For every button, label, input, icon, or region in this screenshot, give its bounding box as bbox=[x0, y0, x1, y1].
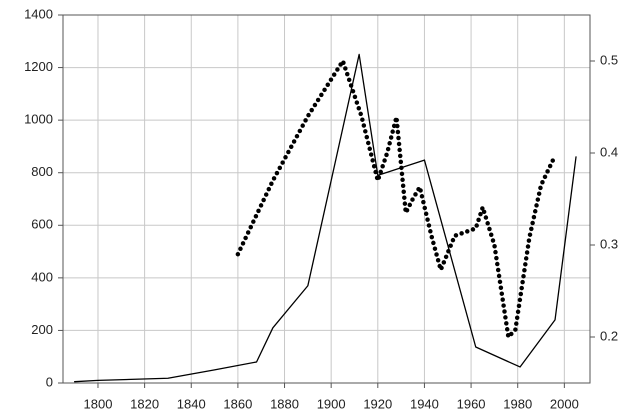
plot-frame bbox=[62, 14, 591, 384]
y2-tick-label: 0.4 bbox=[600, 144, 618, 159]
y-tick-label: 400 bbox=[31, 269, 53, 284]
y-tick-label: 1400 bbox=[24, 6, 53, 21]
x-tick-label: 1800 bbox=[84, 396, 113, 411]
y-tick-label: 0 bbox=[46, 374, 53, 389]
data-line bbox=[74, 53, 577, 383]
x-tick-label: 1940 bbox=[410, 396, 439, 411]
y-tick-label: 800 bbox=[31, 164, 53, 179]
y-tick-label: 1200 bbox=[24, 59, 53, 74]
x-tick-label: 2000 bbox=[550, 396, 579, 411]
x-tick-label: 1900 bbox=[317, 396, 346, 411]
data-line bbox=[235, 58, 558, 340]
y-tick-label: 1000 bbox=[24, 112, 53, 127]
y-tick-label: 600 bbox=[31, 217, 53, 232]
x-tick-label: 1860 bbox=[223, 396, 252, 411]
x-tick-label: 1880 bbox=[270, 396, 299, 411]
y2-tick-label: 0.3 bbox=[600, 236, 618, 251]
y-tick-label: 200 bbox=[31, 322, 53, 337]
x-tick-label: 1960 bbox=[457, 396, 486, 411]
y2-tick-label: 0.5 bbox=[600, 52, 618, 67]
x-tick-label: 1820 bbox=[130, 396, 159, 411]
x-tick-label: 1920 bbox=[363, 396, 392, 411]
y2-tick-label: 0.2 bbox=[600, 328, 618, 343]
x-tick-label: 1980 bbox=[503, 396, 532, 411]
x-tick-label: 1840 bbox=[177, 396, 206, 411]
